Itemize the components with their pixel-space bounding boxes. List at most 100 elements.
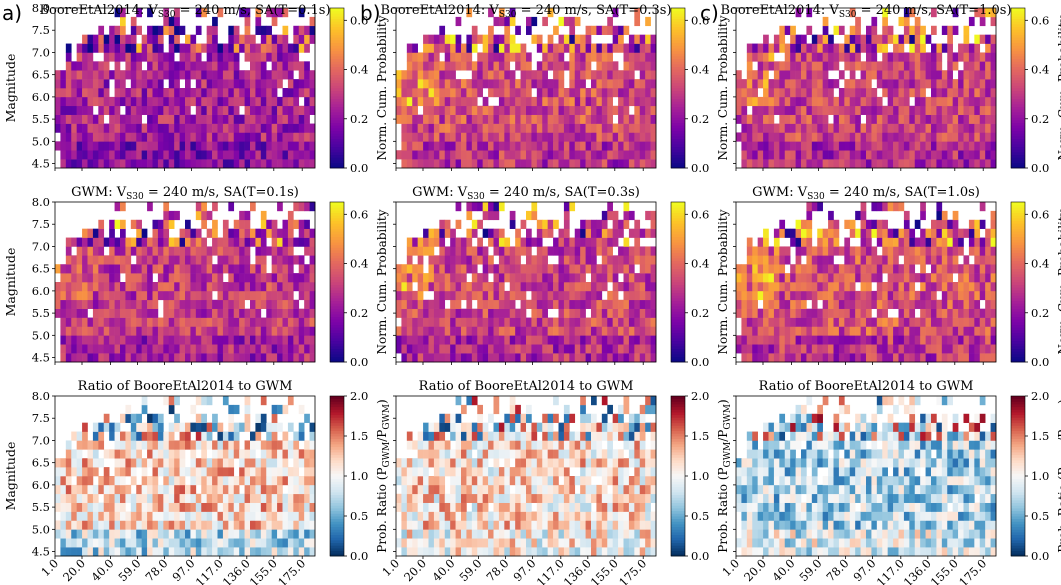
heatmap-cell [260,237,267,247]
heatmap-cell [952,141,959,151]
heatmap-cell [979,132,986,142]
heatmap-cell [504,96,511,107]
heatmap-cell [120,529,126,539]
heatmap-cell [277,273,283,283]
colorbar-swatch [1011,263,1025,267]
heatmap-cell [277,202,283,212]
heatmap-cell [168,547,175,557]
heatmap-cell [174,79,180,89]
heatmap-cell [455,43,462,53]
heatmap-cell [515,105,521,115]
heatmap-cell [768,308,775,318]
heatmap-cell [471,25,478,35]
heatmap-cell [893,79,899,89]
heatmap-cell [130,246,137,256]
heatmap-cell [147,43,153,53]
heatmap-cell [520,335,527,345]
heatmap-cell [773,70,780,80]
heatmap-cell [601,123,608,133]
heatmap-cell [985,246,991,256]
colorbar-tick-label: 0.4 [1031,63,1049,77]
heatmap-cell [920,237,926,247]
colorbar-swatch [671,308,685,312]
heatmap-cell [601,70,608,80]
heatmap-cell [298,132,305,142]
heatmap-cell [136,326,142,336]
heatmap-cell [849,79,856,89]
heatmap-cell [87,150,94,160]
heatmap-cell [471,255,478,265]
heatmap-cell [596,219,603,229]
heatmap-cell [979,353,986,363]
heatmap-cell [471,317,478,327]
axes-frame [395,7,657,169]
heatmap-cell [596,326,603,336]
heatmap-cell [752,105,758,115]
heatmap-cell [428,237,435,247]
colorbar-swatch [671,332,685,336]
heatmap-cell [979,264,986,274]
heatmap-cell [130,317,137,327]
heatmap-cell [585,290,592,301]
heatmap-cell [92,335,99,345]
heatmap-cell [293,344,300,354]
heatmap-cell [195,344,202,354]
heatmap-cell [504,264,511,274]
heatmap-cell [752,335,758,345]
heatmap-cell [444,273,451,283]
heatmap-cell [882,34,888,44]
heatmap-cell [817,255,823,265]
heatmap-cell [601,353,608,363]
heatmap-cell [757,308,764,318]
heatmap-cell [498,202,505,212]
heatmap-cell [903,141,910,151]
colorbar-swatch [671,37,685,41]
heatmap-cell [157,61,164,71]
heatmap-cell [752,344,758,354]
colorbar-swatch [671,346,685,350]
heatmap-cell [71,79,77,89]
heatmap-cell [433,79,440,89]
heatmap-cell [882,290,888,301]
heatmap-cell [601,105,608,115]
heatmap-cell [876,326,883,336]
heatmap-cell [157,79,164,89]
heatmap-cell [309,529,316,539]
heatmap-cell [628,34,635,44]
heatmap-cell [876,219,883,229]
heatmap-cell [920,210,926,221]
heatmap-cell [920,96,926,107]
heatmap-cell [811,88,818,98]
heatmap-cell [87,344,94,354]
heatmap-cell [580,150,586,160]
heatmap-cell [645,290,651,301]
heatmap-cell [152,264,159,274]
heatmap-cell [141,547,148,557]
y-tick-label: 7.5 [32,217,50,231]
heatmap-cell [444,353,451,363]
heatmap-cell [293,353,300,363]
heatmap-cell [109,326,115,336]
heatmap-cell [428,114,435,124]
heatmap-cell [860,210,867,221]
heatmap-cell [645,114,651,124]
heatmap-cell [790,114,796,124]
heatmap-cell [860,105,867,115]
colorbar-swatch [671,215,685,219]
heatmap-cell [558,237,565,247]
colorbar-frame [1010,201,1026,363]
heatmap-cell [634,344,641,354]
heatmap-cell [157,52,164,62]
heatmap-cell [87,353,94,363]
heatmap-cell [309,88,316,98]
heatmap-cell [190,61,197,71]
heatmap-cell [439,159,446,169]
heatmap-cell [309,547,316,557]
heatmap-cell [206,273,213,283]
heatmap-cell [201,43,207,53]
heatmap-cell [985,290,991,301]
heatmap-cell [141,317,148,327]
heatmap-cell [974,255,981,265]
heatmap-cell [768,61,775,71]
